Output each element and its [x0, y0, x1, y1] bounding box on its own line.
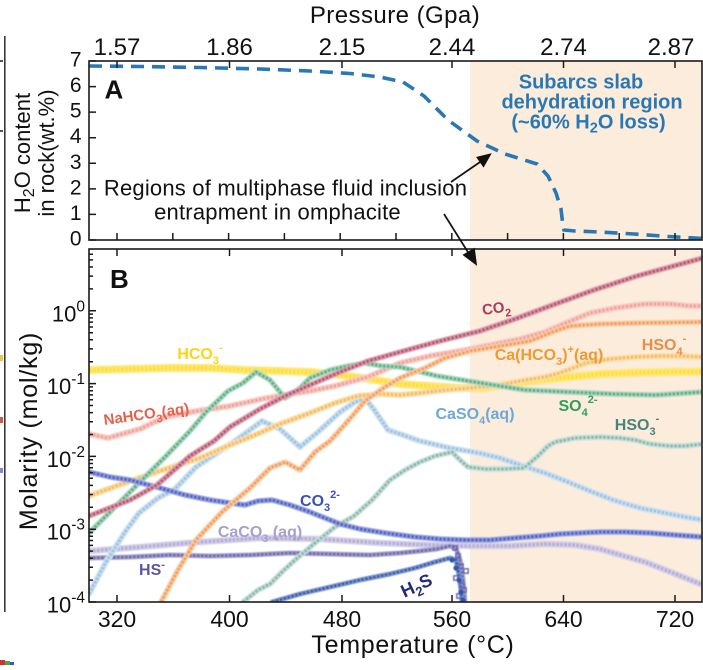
- svg-text:6: 6: [70, 74, 82, 97]
- svg-text:320: 320: [98, 606, 136, 632]
- svg-text:7: 7: [70, 49, 82, 72]
- svg-text:400: 400: [210, 606, 248, 632]
- svg-text:entrapment in omphacite: entrapment in omphacite: [154, 200, 401, 225]
- svg-text:Regions of multiphase fluid in: Regions of multiphase fluid inclusion: [104, 176, 467, 201]
- svg-text:5: 5: [70, 100, 82, 123]
- svg-text:in rock(wt.%): in rock(wt.%): [34, 89, 59, 216]
- svg-text:Molarity (mol/kg): Molarity (mol/kg): [15, 332, 43, 530]
- svg-text:HS-: HS-: [139, 559, 165, 579]
- svg-text:560: 560: [433, 606, 471, 632]
- svg-text:2.74: 2.74: [540, 34, 587, 61]
- svg-text:A: A: [105, 75, 124, 105]
- svg-text:Temperature (°C): Temperature (°C): [311, 631, 514, 659]
- svg-text:2.15: 2.15: [319, 34, 366, 61]
- svg-text:2: 2: [70, 176, 82, 199]
- svg-text:Subarcs slab: Subarcs slab: [519, 72, 644, 94]
- svg-text:4: 4: [70, 125, 82, 148]
- svg-text:H2O content: H2O content: [10, 93, 38, 213]
- svg-text:1.86: 1.86: [206, 34, 253, 61]
- svg-text:B: B: [110, 264, 129, 294]
- svg-text:(~60% H2O loss): (~60% H2O loss): [511, 112, 665, 137]
- svg-text:720: 720: [656, 606, 694, 632]
- svg-text:CaSO4(aq): CaSO4(aq): [435, 406, 514, 427]
- svg-text:dehydration region: dehydration region: [501, 92, 682, 114]
- svg-text:640: 640: [544, 606, 582, 632]
- svg-text:480: 480: [323, 606, 361, 632]
- svg-text:3: 3: [70, 151, 82, 174]
- svg-text:1: 1: [70, 202, 82, 225]
- svg-text:Pressure (Gpa): Pressure (Gpa): [310, 2, 480, 29]
- svg-text:2.87: 2.87: [648, 34, 695, 61]
- svg-text:CaCO3 (aq): CaCO3 (aq): [218, 524, 302, 545]
- svg-text:2.44: 2.44: [429, 34, 476, 61]
- svg-text:0: 0: [70, 228, 82, 251]
- svg-text:1.57: 1.57: [94, 34, 141, 61]
